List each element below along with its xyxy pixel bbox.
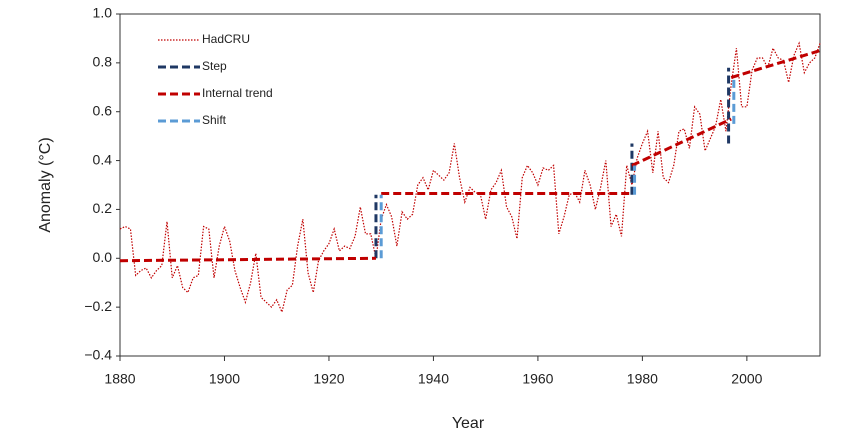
series-line [379,77,736,259]
x-tick-label: 1960 [522,371,553,387]
x-axis-title: Year [452,415,485,432]
x-tick-label: 1900 [209,371,240,387]
y-tick-label: 0.0 [93,249,113,265]
plot-frame [119,13,821,357]
series-line [119,49,821,263]
legend-label: Internal trend [202,86,273,100]
y-tick-label: −0.4 [84,347,112,363]
y-tick-label: 0.8 [93,54,113,70]
y-tick-label: 0.2 [93,200,113,216]
y-tick-label: 0.6 [93,102,113,118]
y-tick-label: −0.2 [84,298,112,314]
legend-label: HadCRU [202,32,250,46]
y-axis-title: Anomaly (°C) [37,137,54,232]
y-tick-label: 0.4 [93,151,113,167]
x-tick-label: 1980 [627,371,658,387]
x-tick-label: 1880 [104,371,135,387]
y-tick-label: 1.0 [93,5,113,21]
x-tick-label: 1920 [313,371,344,387]
series-line [119,41,821,314]
legend: HadCRU Step Internal trend Shift [158,32,273,127]
legend-label: Step [202,59,227,73]
legend-label: Shift [202,113,227,127]
series-line [374,67,731,259]
x-tick-label: 1940 [418,371,449,387]
x-tick-label: 2000 [731,371,762,387]
